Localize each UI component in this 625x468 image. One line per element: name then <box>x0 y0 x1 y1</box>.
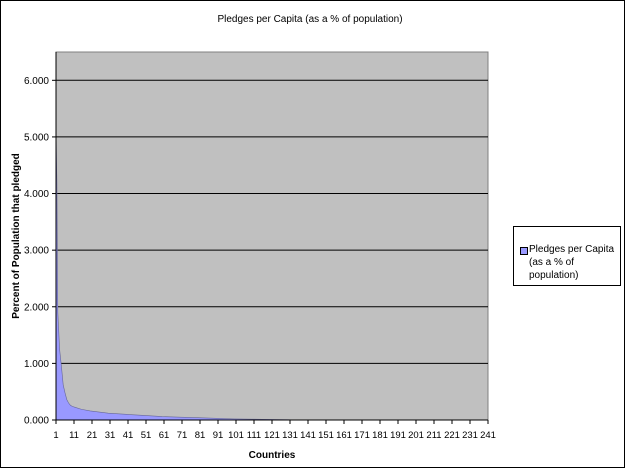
x-tick-label: 1 <box>53 430 58 441</box>
x-tick-label: 121 <box>264 430 280 441</box>
x-tick-label: 61 <box>159 430 170 441</box>
x-tick-label: 21 <box>87 430 98 441</box>
x-tick-label: 71 <box>177 430 188 441</box>
x-tick-label: 141 <box>300 430 316 441</box>
y-tick-label: 0.000 <box>24 416 49 427</box>
x-tick-label: 11 <box>69 430 79 441</box>
x-tick-label: 161 <box>336 430 352 441</box>
plot-area <box>55 51 489 421</box>
y-tick-label: 5.000 <box>24 132 49 143</box>
legend-label: Pledges per Capita (as a % of population… <box>529 244 615 281</box>
x-tick-label: 111 <box>247 430 261 441</box>
x-tick-label: 221 <box>444 430 460 441</box>
x-tick-label: 181 <box>372 430 388 441</box>
y-tick-label: 4.000 <box>24 189 49 200</box>
x-tick-label: 101 <box>228 430 244 441</box>
x-tick-label: 131 <box>282 430 298 441</box>
chart-title: Pledges per Capita (as a % of population… <box>217 14 402 25</box>
x-tick-label: 91 <box>213 430 224 441</box>
x-tick-label: 41 <box>123 430 134 441</box>
x-tick-label: 171 <box>354 430 370 441</box>
x-tick-label: 201 <box>408 430 424 441</box>
y-tick-label: 6.000 <box>24 76 49 87</box>
series-area <box>55 128 298 421</box>
y-axis-label: Percent of Population that pledged <box>11 153 22 319</box>
x-axis-label: Countries <box>249 450 296 461</box>
gridlines <box>56 79 488 364</box>
x-tick-label: 191 <box>390 430 406 441</box>
y-tick-label: 2.000 <box>24 302 49 313</box>
x-tick-label: 151 <box>318 430 334 441</box>
series-area-group <box>55 128 298 421</box>
x-tick-label: 211 <box>426 430 441 441</box>
x-tick-label: 31 <box>105 430 116 441</box>
legend: Pledges per Capita (as a % of population… <box>513 226 621 286</box>
y-tick-label: 3.000 <box>24 246 49 257</box>
x-tick-label: 51 <box>141 430 152 441</box>
x-tick-label: 241 <box>480 430 496 441</box>
x-tick-label: 231 <box>462 430 478 441</box>
y-axis: 0.000 1.000 2.000 3.000 4.000 5.000 6.000 <box>24 52 57 427</box>
x-tick-label: 81 <box>195 430 206 441</box>
x-axis: 1 11 21 31 41 51 61 71 81 91 101 111 121 131 141 151 161… <box>53 419 496 441</box>
y-tick-label: 1.000 <box>24 359 49 370</box>
legend-swatch <box>520 247 528 255</box>
